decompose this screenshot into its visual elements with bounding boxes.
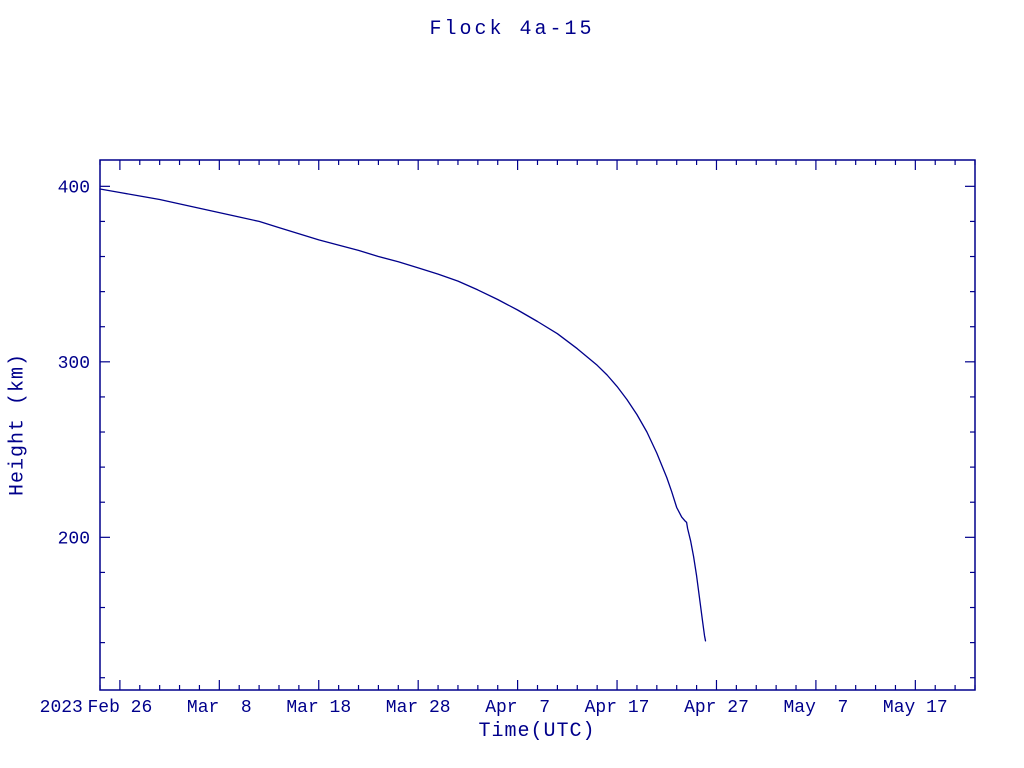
x-tick-label: Mar 28 [386,698,451,718]
x-tick-label: Apr 27 [684,698,749,718]
x-axis-year-label: 2023 [40,698,83,718]
x-tick-label: May 7 [784,698,849,718]
x-tick-label: Apr 17 [585,698,650,718]
x-tick-label: Mar 8 [187,698,252,718]
plot-frame [99,159,976,691]
x-tick-label: Apr 7 [485,698,550,718]
data-line-orbital-height [99,188,707,642]
x-tick-label: Feb 26 [87,698,152,718]
y-tick-label: 400 [58,178,90,198]
x-tick-label: May 17 [883,698,948,718]
y-tick-label: 300 [58,354,90,374]
x-axis-label: Time(UTC) [478,720,596,743]
chart-title: Flock 4a-15 [429,18,595,41]
x-tick-label: Mar 18 [286,698,351,718]
y-tick-label: 200 [58,529,90,549]
y-axis-label: Height (km) [6,352,30,497]
